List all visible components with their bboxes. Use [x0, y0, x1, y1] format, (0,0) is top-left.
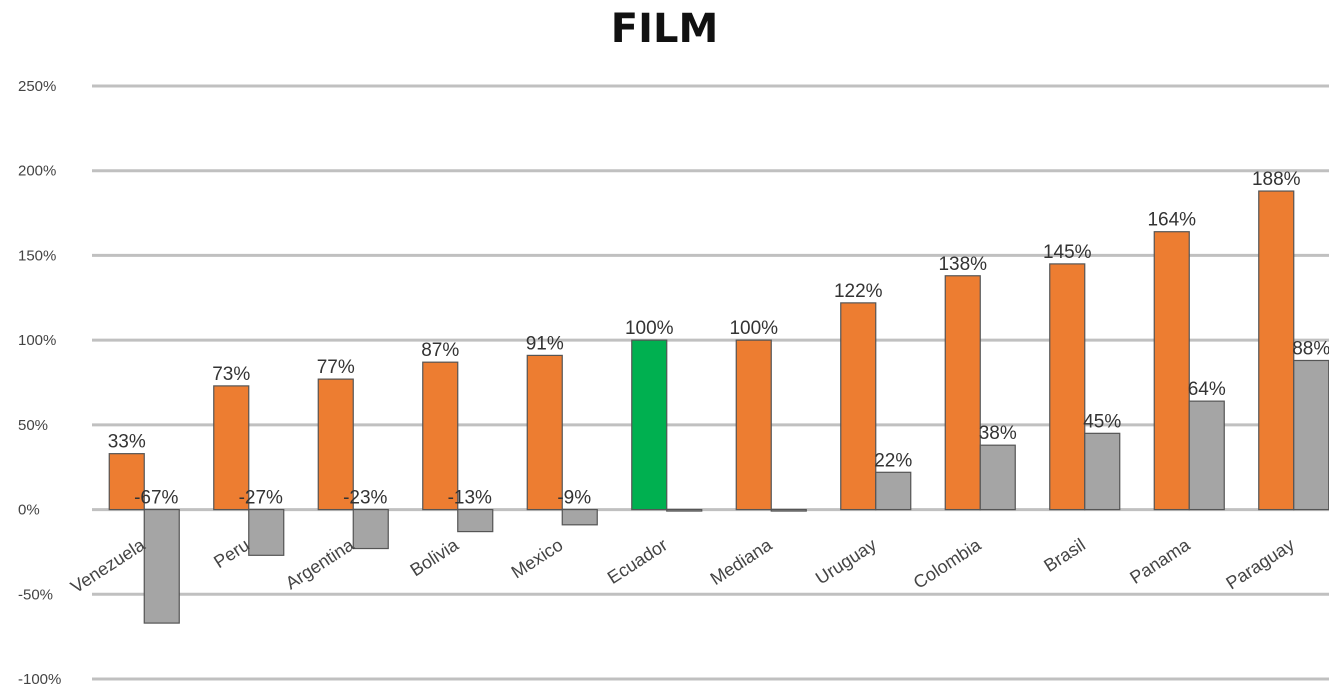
- y-tick-label: 50%: [18, 417, 48, 434]
- category-label-argentina: Argentina: [282, 534, 358, 593]
- data-label: -67%: [134, 488, 178, 509]
- data-label: -9%: [557, 488, 591, 509]
- category-label-uruguay: Uruguay: [812, 535, 880, 589]
- data-label: 22%: [874, 450, 912, 471]
- bar-gray-mediana: [770, 508, 807, 512]
- bar-orange-bolivia: [422, 361, 459, 511]
- category-label-peru: Peru: [210, 535, 253, 572]
- category-label-colombia: Colombia: [910, 534, 985, 593]
- data-label: -27%: [239, 488, 283, 509]
- data-label: 164%: [1147, 210, 1196, 231]
- data-label: 88%: [1292, 338, 1329, 359]
- data-label: 45%: [1083, 411, 1121, 432]
- y-tick-label: -100%: [18, 671, 61, 688]
- data-labels: 33% -67% 73% -27% 77% -23% 87% -13% 91% -9% 100% 10…: [108, 169, 1329, 509]
- data-label: 100%: [729, 318, 778, 339]
- bar-orange-venezuela: [108, 453, 145, 511]
- bar-gray-mexico: [561, 508, 598, 526]
- y-tick-label: 0%: [18, 502, 40, 519]
- data-label: 38%: [979, 423, 1017, 444]
- category-label-venezuela: Venezuela: [67, 534, 149, 597]
- bar-orange-brasil: [1049, 263, 1086, 511]
- data-label: 77%: [317, 357, 355, 378]
- bar-orange-mexico: [526, 354, 563, 511]
- bar-gray-colombia: [979, 444, 1016, 511]
- bar-gray-paraguay: [1293, 359, 1329, 511]
- data-label: 145%: [1043, 242, 1092, 263]
- bar-orange-uruguay: [840, 302, 877, 511]
- data-label: 87%: [421, 340, 459, 361]
- bar-orange-ecuador: [631, 339, 668, 511]
- category-label-brasil: Brasil: [1040, 535, 1089, 576]
- data-label: 64%: [1188, 379, 1226, 400]
- category-label-panama: Panama: [1126, 534, 1194, 588]
- bar-gray-argentina: [352, 508, 389, 550]
- y-tick-label: -50%: [18, 586, 53, 603]
- y-tick-label: 150%: [18, 247, 56, 264]
- y-axis-tick-labels: -100% -50% 0% 50% 100% 150% 200% 250%: [18, 78, 61, 688]
- data-label: 122%: [834, 281, 883, 302]
- category-label-ecuador: Ecuador: [604, 535, 671, 588]
- bar-gray-uruguay: [875, 471, 912, 511]
- bar-gray-ecuador: [666, 508, 703, 512]
- bar-orange-panama: [1153, 231, 1190, 511]
- bar-gray-brasil: [1084, 432, 1121, 511]
- data-label: 138%: [938, 254, 987, 275]
- y-tick-label: 200%: [18, 163, 56, 180]
- y-tick-label: 100%: [18, 332, 56, 349]
- bar-orange-argentina: [317, 378, 354, 511]
- data-label: -13%: [448, 488, 492, 509]
- data-label: 33%: [108, 432, 146, 453]
- bar-orange-colombia: [944, 275, 981, 511]
- y-tick-label: 250%: [18, 78, 56, 95]
- category-label-bolivia: Bolivia: [407, 534, 463, 580]
- data-label: 100%: [625, 318, 674, 339]
- data-label: 91%: [526, 333, 564, 354]
- data-label: 188%: [1252, 169, 1301, 190]
- chart-title: FILM: [610, 6, 719, 52]
- bar-orange-peru: [213, 385, 250, 511]
- data-label: -23%: [343, 488, 387, 509]
- category-label-mexico: Mexico: [508, 535, 567, 583]
- bar-gray-peru: [248, 508, 285, 556]
- bar-gray-panama: [1188, 400, 1225, 511]
- bar-orange-mediana: [735, 339, 772, 511]
- bar-gray-venezuela: [143, 508, 180, 624]
- bar-orange-paraguay: [1258, 190, 1295, 511]
- data-label: 73%: [212, 364, 250, 385]
- category-label-mediana: Mediana: [707, 534, 777, 589]
- gridlines: [92, 84, 1329, 681]
- bars: [108, 190, 1329, 624]
- category-label-paraguay: Paraguay: [1222, 535, 1298, 594]
- bar-gray-bolivia: [457, 508, 494, 533]
